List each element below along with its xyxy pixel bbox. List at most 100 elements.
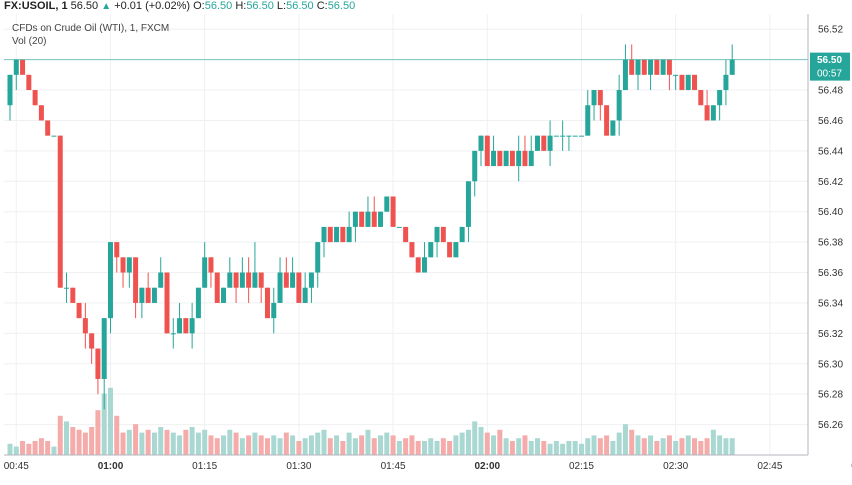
candle[interactable]	[428, 242, 434, 258]
candle[interactable]	[698, 90, 704, 106]
candle[interactable]	[578, 135, 584, 137]
candle[interactable]	[660, 59, 666, 75]
candle[interactable]	[214, 272, 220, 303]
candle[interactable]	[409, 242, 415, 258]
candle[interactable]	[497, 150, 503, 167]
candle[interactable]	[547, 120, 553, 167]
candle[interactable]	[440, 226, 446, 243]
candle[interactable]	[648, 59, 654, 91]
candle[interactable]	[101, 318, 107, 410]
candle[interactable]	[133, 257, 139, 319]
candle[interactable]	[692, 74, 698, 91]
candle[interactable]	[717, 90, 723, 121]
candle[interactable]	[478, 135, 484, 167]
candle[interactable]	[89, 333, 95, 364]
candle[interactable]	[635, 59, 641, 91]
candle[interactable]	[227, 257, 233, 288]
candle[interactable]	[57, 135, 63, 288]
candle[interactable]	[64, 272, 70, 303]
candle[interactable]	[340, 226, 346, 243]
candle[interactable]	[516, 135, 522, 182]
candle[interactable]	[396, 226, 402, 228]
candle[interactable]	[158, 257, 164, 288]
candle[interactable]	[459, 226, 465, 243]
candle[interactable]	[560, 120, 566, 151]
candle[interactable]	[246, 257, 252, 303]
candle[interactable]	[20, 59, 26, 75]
candle[interactable]	[334, 226, 340, 243]
candle[interactable]	[371, 196, 377, 227]
candle[interactable]	[472, 150, 478, 197]
candle[interactable]	[51, 135, 57, 137]
candle[interactable]	[76, 302, 82, 319]
candle[interactable]	[32, 90, 38, 106]
candle[interactable]	[641, 59, 647, 75]
candle[interactable]	[509, 150, 515, 167]
candle[interactable]	[302, 272, 308, 303]
candle[interactable]	[296, 272, 302, 303]
candle[interactable]	[177, 302, 183, 334]
candle[interactable]	[107, 242, 113, 334]
candle[interactable]	[685, 74, 691, 91]
candle[interactable]	[114, 242, 120, 273]
candle[interactable]	[208, 257, 214, 288]
candle[interactable]	[365, 196, 371, 227]
candle[interactable]	[359, 211, 365, 227]
candle[interactable]	[321, 226, 327, 258]
candle[interactable]	[384, 196, 390, 212]
candle[interactable]	[447, 242, 453, 258]
candle[interactable]	[164, 272, 170, 334]
candle[interactable]	[616, 74, 622, 136]
candle[interactable]	[346, 211, 352, 243]
candle[interactable]	[126, 257, 132, 288]
candle[interactable]	[604, 105, 610, 136]
candle[interactable]	[195, 287, 201, 319]
candle[interactable]	[566, 135, 572, 151]
candle[interactable]	[572, 135, 578, 137]
candle[interactable]	[654, 59, 660, 75]
candle[interactable]	[622, 44, 628, 91]
candle[interactable]	[264, 287, 270, 319]
candle[interactable]	[271, 287, 277, 334]
candle[interactable]	[308, 272, 314, 303]
candle[interactable]	[95, 348, 101, 395]
candle[interactable]	[666, 59, 672, 91]
candle[interactable]	[252, 242, 258, 288]
candle[interactable]	[723, 59, 729, 106]
candle[interactable]	[484, 135, 490, 167]
candle[interactable]	[183, 318, 189, 334]
candle[interactable]	[390, 196, 396, 227]
candle[interactable]	[327, 226, 333, 243]
candle[interactable]	[70, 287, 76, 303]
candle[interactable]	[151, 287, 157, 303]
candle[interactable]	[421, 242, 427, 273]
candle[interactable]	[189, 302, 195, 349]
candle[interactable]	[221, 287, 227, 303]
candle[interactable]	[139, 287, 145, 319]
candle[interactable]	[610, 120, 616, 136]
candle[interactable]	[13, 59, 19, 91]
candle[interactable]	[378, 211, 384, 227]
candle[interactable]	[45, 120, 51, 136]
candle[interactable]	[679, 74, 685, 91]
candle[interactable]	[522, 135, 528, 167]
candle[interactable]	[535, 135, 541, 151]
candle[interactable]	[434, 226, 440, 258]
candle[interactable]	[233, 272, 239, 303]
candle[interactable]	[26, 74, 32, 91]
candle[interactable]	[704, 90, 710, 121]
candle[interactable]	[415, 257, 421, 273]
candle[interactable]	[710, 105, 716, 121]
candle[interactable]	[352, 211, 358, 243]
candle[interactable]	[290, 257, 296, 288]
candle[interactable]	[597, 90, 603, 121]
candle[interactable]	[403, 226, 409, 243]
candle[interactable]	[120, 257, 126, 288]
candle[interactable]	[283, 257, 289, 288]
candle[interactable]	[82, 302, 88, 349]
candle[interactable]	[239, 257, 245, 288]
candle[interactable]	[315, 242, 321, 288]
candle[interactable]	[7, 74, 13, 121]
candle[interactable]	[453, 242, 459, 258]
candle[interactable]	[503, 150, 509, 167]
